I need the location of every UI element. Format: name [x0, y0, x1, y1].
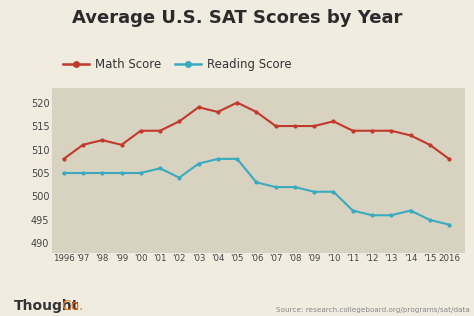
Text: Thought: Thought — [14, 299, 80, 313]
Legend: Math Score, Reading Score: Math Score, Reading Score — [58, 53, 296, 76]
Text: Average U.S. SAT Scores by Year: Average U.S. SAT Scores by Year — [72, 9, 402, 27]
Text: Co.: Co. — [62, 299, 84, 313]
Text: Source: research.collegeboard.org/programs/sat/data: Source: research.collegeboard.org/progra… — [275, 307, 469, 313]
